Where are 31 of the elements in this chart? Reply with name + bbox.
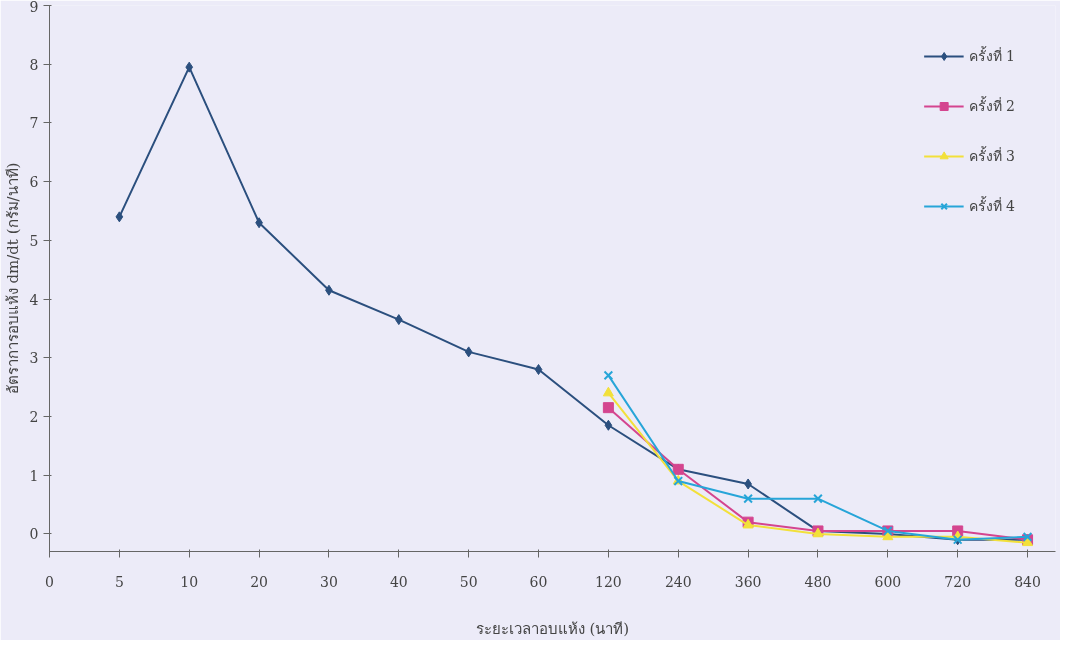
x-tick-label: 60: [529, 573, 548, 590]
x-tick-label: 50: [459, 573, 478, 590]
x-tick-label: 360: [734, 573, 762, 590]
x-axis-title: ระยะเวลาอบแห้ง (นาที): [475, 619, 630, 638]
x-tick-label: 240: [664, 573, 692, 590]
y-tick-label: 7: [29, 115, 39, 132]
x-tick-label: 20: [250, 573, 268, 590]
y-tick-label: 8: [29, 56, 39, 73]
x-tick-label: 5: [114, 573, 124, 590]
legend-label: ครั้งที่ 1: [968, 45, 1015, 66]
x-tick-label: 840: [1014, 573, 1041, 590]
y-tick-label: 1: [29, 467, 39, 484]
x-tick-label: 600: [874, 573, 902, 590]
x-tick-label: 10: [180, 573, 199, 590]
x-tick-label: 480: [804, 573, 832, 590]
x-tick-label: 40: [389, 573, 408, 590]
y-tick-label: 3: [29, 350, 39, 367]
y-tick-label: 5: [29, 232, 39, 249]
x-tick-label: 720: [944, 573, 972, 590]
y-axis-title: อัตราการอบแห้ง dm/dt (กรัม/นาที): [3, 162, 22, 395]
legend-label: ครั้งที่ 2: [968, 95, 1015, 116]
x-tick-label: 120: [595, 573, 622, 590]
y-tick-label: 6: [29, 174, 39, 191]
y-tick-label: 4: [29, 291, 39, 308]
legend-label: ครั้งที่ 3: [968, 145, 1015, 166]
y-tick-label: 2: [29, 408, 39, 425]
x-tick-label: 0: [45, 573, 54, 590]
y-tick-label: 0: [29, 526, 39, 543]
x-tick-label: 30: [320, 573, 338, 590]
legend-label: ครั้งที่ 4: [968, 195, 1015, 216]
y-tick-label: 9: [29, 0, 39, 15]
